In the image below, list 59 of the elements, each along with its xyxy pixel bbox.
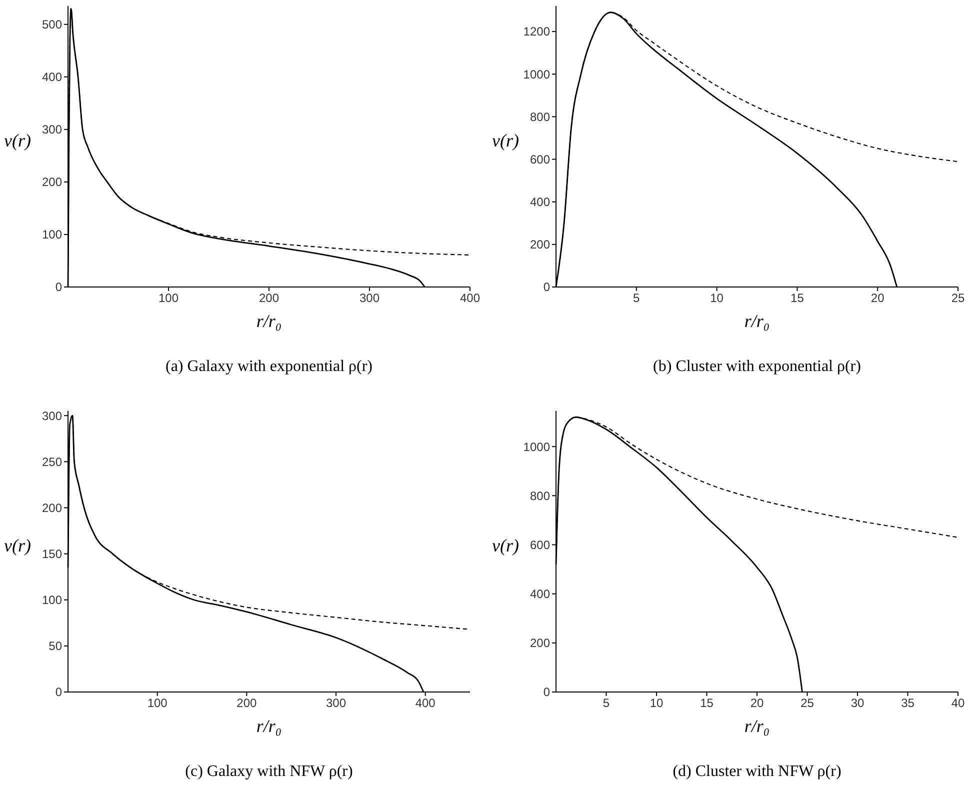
x-tick-label: 5 [633, 291, 640, 305]
x-axis-title: r/r₀ [744, 311, 770, 331]
text: (b) Cluster with exponential ρ(r) [653, 358, 861, 375]
x-tick-label: 35 [901, 696, 915, 710]
y-tick-label: 1200 [523, 24, 550, 39]
x-tick-label: 100 [158, 291, 179, 305]
x-axis-title: r/r₀ [744, 716, 770, 736]
y-tick-label: 200 [42, 500, 62, 515]
x-tick-label: 10 [710, 291, 724, 305]
x-tick-label: 400 [415, 696, 436, 710]
x-tick-label: 15 [700, 696, 714, 710]
y-tick-label: 0 [543, 685, 550, 700]
y-tick-label: 500 [42, 18, 62, 32]
x-tick-label: 30 [850, 696, 864, 710]
y-tick-label: 400 [42, 70, 62, 84]
x-tick-label: 40 [951, 696, 965, 710]
y-tick-label: 200 [530, 636, 550, 650]
y-tick-label: 800 [530, 110, 550, 124]
x-tick-label: 20 [750, 696, 764, 710]
x-tick-label: 200 [258, 291, 280, 305]
x-tick-label: 25 [951, 291, 965, 305]
x-tick-label: 100 [147, 696, 168, 710]
text: (d) Cluster with NFW ρ(r) [672, 763, 842, 780]
x-tick-label: 5 [602, 696, 610, 710]
y-tick-label: 0 [55, 280, 62, 294]
y-tick-label: 1000 [523, 440, 550, 454]
y-tick-label: 100 [42, 593, 62, 608]
x-tick-label: 15 [790, 291, 804, 305]
text: (c) Galaxy with NFW ρ(r) [185, 763, 353, 780]
y-tick-label: 600 [530, 152, 550, 166]
y-tick-label: 200 [530, 238, 550, 252]
y-axis-title: v(r) [4, 536, 31, 556]
x-axis-title: r/r₀ [256, 311, 282, 331]
y-tick-label: 800 [530, 488, 550, 503]
y-tick-label: 400 [530, 587, 550, 602]
y-tick-label: 1000 [523, 67, 550, 82]
x-tick-label: 300 [326, 696, 346, 710]
text: (a) Galaxy with exponential ρ(r) [165, 358, 373, 375]
y-tick-label: 50 [48, 639, 62, 654]
y-axis-title: v(r) [492, 536, 519, 556]
x-tick-label: 25 [800, 696, 814, 710]
y-tick-label: 300 [42, 122, 62, 137]
x-tick-label: 10 [650, 696, 664, 710]
x-tick-label: 300 [359, 291, 380, 305]
x-tick-label: 400 [460, 291, 480, 305]
y-tick-label: 0 [543, 280, 550, 294]
y-tick-label: 150 [42, 547, 62, 562]
y-tick-label: 400 [530, 195, 550, 210]
y-tick-label: 200 [42, 175, 62, 190]
x-tick-label: 200 [236, 696, 257, 710]
y-tick-label: 300 [42, 408, 62, 423]
y-axis-title: v(r) [4, 130, 31, 150]
x-axis-title: r/r₀ [256, 716, 282, 736]
y-tick-label: 250 [42, 454, 62, 469]
y-tick-label: 0 [55, 685, 62, 700]
x-tick-label: 20 [870, 291, 885, 305]
y-axis-title: v(r) [492, 130, 519, 150]
y-tick-label: 600 [530, 538, 550, 552]
y-tick-label: 100 [42, 228, 62, 242]
